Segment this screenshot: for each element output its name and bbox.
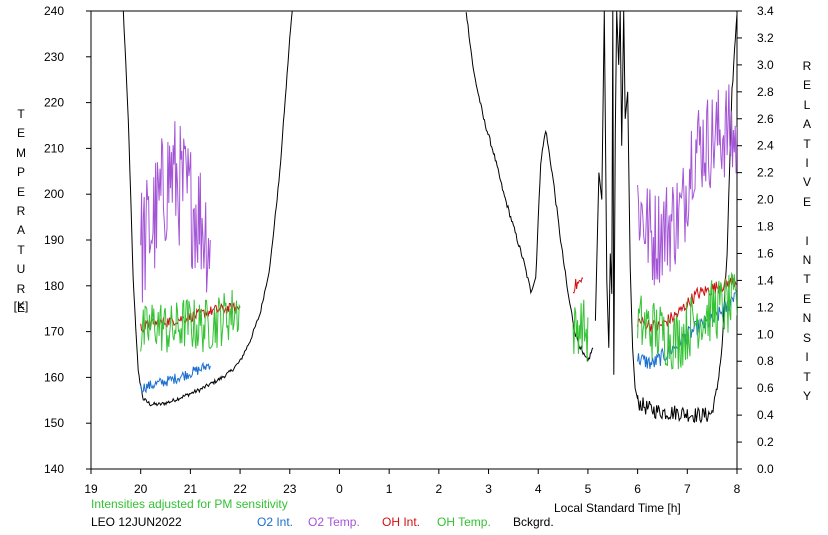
left-tick-label: 160 xyxy=(44,370,64,384)
series-o2_temp xyxy=(637,84,737,286)
axis-title-letter: E xyxy=(802,291,811,306)
right-tick-label: 0.4 xyxy=(757,408,774,422)
sensitivity-note: Intensities adjusted for PM sensitivity xyxy=(91,497,288,511)
x-axis-title: Local Standard Time [h] xyxy=(554,501,681,515)
legend-item: OH Int. xyxy=(382,515,421,529)
right-tick-label: 1.6 xyxy=(757,246,774,260)
right-tick-label: 1.4 xyxy=(757,273,774,287)
axis-title-letter: R xyxy=(16,281,26,296)
x-tick-label: 23 xyxy=(283,482,297,496)
x-tick-label: 1 xyxy=(386,482,393,496)
axis-title-letter: T xyxy=(803,369,811,384)
left-tick-label: 230 xyxy=(44,50,64,64)
axis-title-letter: N xyxy=(802,311,812,326)
series-oh_int xyxy=(572,277,584,294)
left-tick-label: 150 xyxy=(44,416,64,430)
series-bckgrd xyxy=(594,11,639,400)
right-tick-label: 2.0 xyxy=(757,193,774,207)
series-oh_temp xyxy=(637,271,737,370)
axis-title-letter xyxy=(800,212,814,231)
axis-title-letter: Y xyxy=(802,388,811,403)
axis-title-letter: A xyxy=(802,117,811,132)
right-tick-label: 2.6 xyxy=(757,112,774,126)
axis-title-letter: P xyxy=(16,165,25,180)
x-tick-label: 22 xyxy=(233,482,247,496)
left-tick-label: 140 xyxy=(44,462,64,476)
right-tick-label: 2.8 xyxy=(757,85,774,99)
axis-title-letter: I xyxy=(805,350,809,365)
legend-item: O2 Int. xyxy=(257,515,294,529)
x-tick-label: 8 xyxy=(734,482,741,496)
axis-title-letter: T xyxy=(803,272,811,287)
right-tick-label: 0.2 xyxy=(757,435,774,449)
x-tick-label: 20 xyxy=(134,482,148,496)
x-tick-label: 2 xyxy=(436,482,443,496)
series-o2_temp xyxy=(140,121,211,303)
series-bckgrd xyxy=(122,11,293,407)
axis-title-letter: N xyxy=(802,253,812,268)
axis-title-letter: S xyxy=(802,330,811,345)
legend-item: OH Temp. xyxy=(437,515,491,529)
series-oh_temp xyxy=(140,289,241,353)
axis-title-letter: R xyxy=(16,204,26,219)
left-tick-label: 170 xyxy=(44,325,64,339)
right-tick-label: 2.2 xyxy=(757,166,774,180)
x-tick-label: 3 xyxy=(485,482,492,496)
axis-title-letter: M xyxy=(16,145,26,160)
right-tick-label: 1.0 xyxy=(757,327,774,341)
axis-title-letter: E xyxy=(16,184,25,199)
left-tick-label: 220 xyxy=(44,96,64,110)
right-tick-label: 1.2 xyxy=(757,300,774,314)
right-tick-label: 1.8 xyxy=(757,220,774,234)
x-tick-label: 21 xyxy=(184,482,198,496)
axes: 1401501601701801902002102202302400.00.20… xyxy=(44,4,774,496)
right-tick-label: 3.2 xyxy=(757,31,774,45)
axis-title-letter: I xyxy=(805,233,809,248)
legend-item: Bckgrd. xyxy=(513,515,554,529)
series-oh_temp xyxy=(572,299,589,362)
axis-title-letter: T xyxy=(17,107,25,121)
series-bckgrd xyxy=(637,395,713,424)
axis-title-letter: U xyxy=(16,262,26,277)
series-layer xyxy=(122,11,737,424)
x-tick-label: 5 xyxy=(585,482,592,496)
axis-title-letter: E xyxy=(802,78,811,93)
right-tick-label: 3.0 xyxy=(757,58,774,72)
x-tick-label: 0 xyxy=(336,482,343,496)
axis-title-letter: V xyxy=(802,175,811,190)
right-tick-label: 2.4 xyxy=(757,139,774,153)
left-tick-label: 190 xyxy=(44,233,64,247)
axis-title-letter: T xyxy=(17,242,25,257)
axis-title-letter: E xyxy=(16,126,25,141)
left-axis-unit: [K] xyxy=(13,299,29,313)
left-tick-label: 200 xyxy=(44,187,64,201)
axis-title-letter: L xyxy=(803,97,811,112)
x-tick-label: 7 xyxy=(684,482,691,496)
axis-title-letter: I xyxy=(805,156,809,171)
axis-title-letter: E xyxy=(802,194,811,209)
x-tick-label: 4 xyxy=(535,482,542,496)
left-tick-label: 180 xyxy=(44,279,64,293)
x-tick-label: 6 xyxy=(634,482,641,496)
axis-title-letter: R xyxy=(802,59,812,73)
left-tick-label: 240 xyxy=(44,4,64,18)
axis-title-letter: E xyxy=(16,301,25,316)
right-tick-label: 0.6 xyxy=(757,381,774,395)
series-bckgrd xyxy=(712,13,737,413)
axis-title-letter: T xyxy=(803,136,811,151)
right-tick-label: 3.4 xyxy=(757,4,774,18)
legend-item: O2 Temp. xyxy=(308,515,360,529)
left-tick-label: 210 xyxy=(44,141,64,155)
right-tick-label: 0.8 xyxy=(757,354,774,368)
right-tick-label: 0.0 xyxy=(757,462,774,476)
x-tick-label: 19 xyxy=(84,482,98,496)
axis-title-letter: A xyxy=(16,223,25,238)
series-bckgrd xyxy=(465,12,594,362)
site-date-label: LEO 12JUN2022 xyxy=(91,515,182,529)
series-o2_int xyxy=(140,361,211,394)
